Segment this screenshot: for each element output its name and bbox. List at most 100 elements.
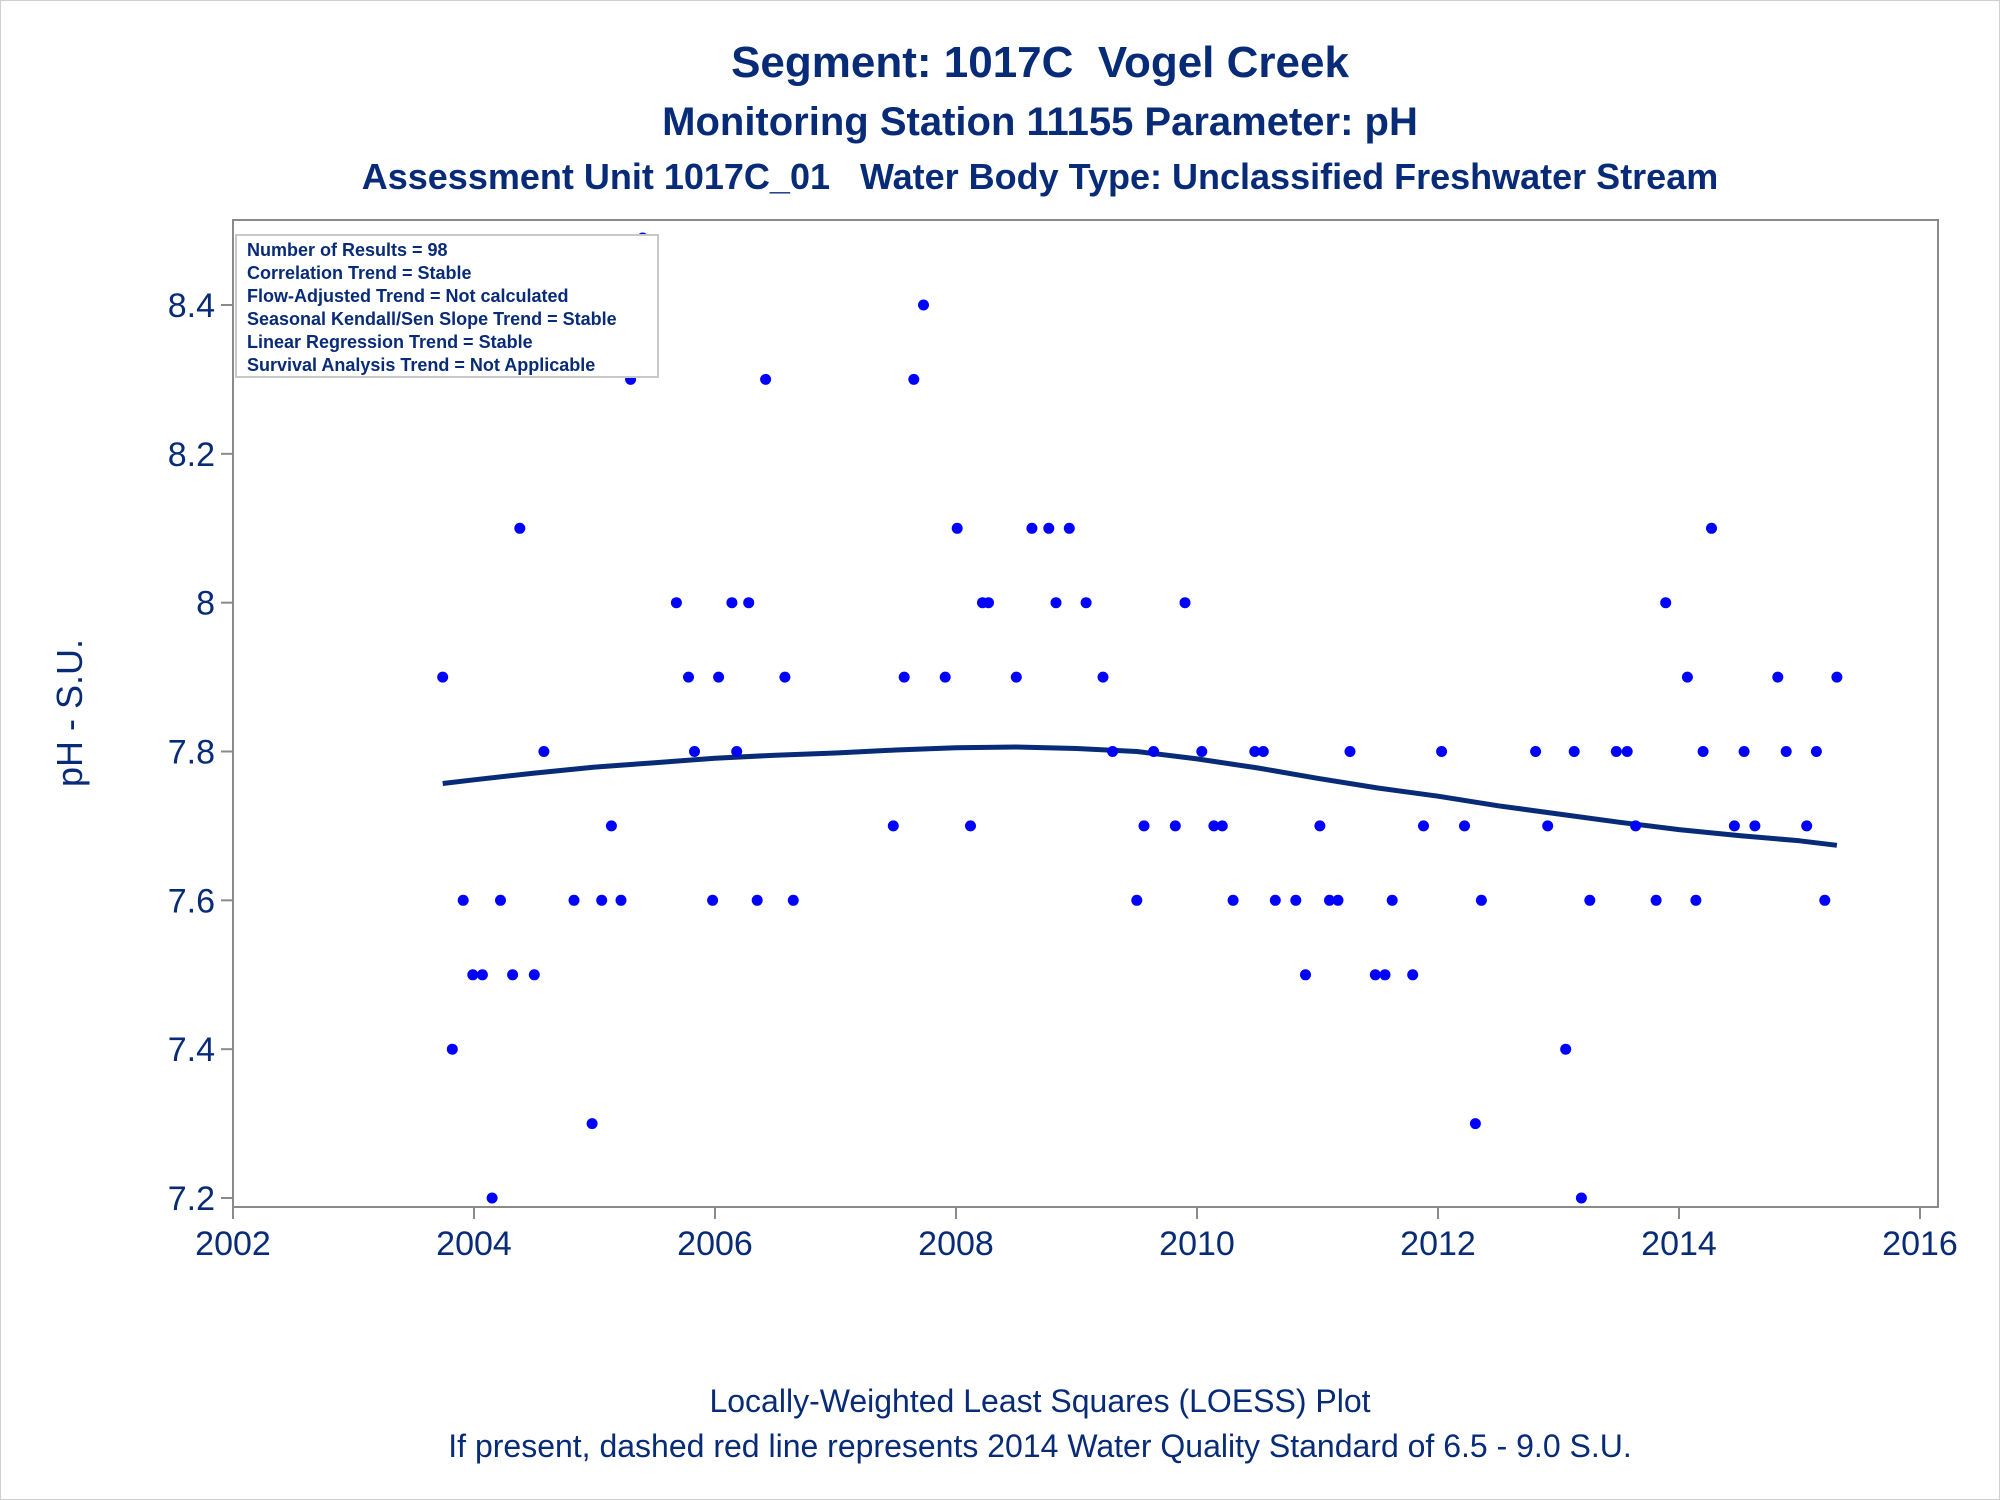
data-point bbox=[918, 299, 929, 311]
data-point bbox=[1314, 820, 1326, 832]
x-tick-label: 2012 bbox=[1400, 1225, 1476, 1263]
data-point bbox=[1418, 820, 1429, 832]
points-layer bbox=[437, 232, 1843, 1204]
data-point bbox=[1148, 746, 1160, 757]
data-point bbox=[1568, 746, 1580, 757]
data-point bbox=[1772, 671, 1784, 683]
y-tick-label: 7.4 bbox=[168, 1031, 215, 1069]
data-point bbox=[1738, 746, 1750, 757]
data-point bbox=[731, 746, 743, 757]
data-point bbox=[1369, 969, 1381, 981]
plot-area bbox=[232, 219, 1939, 1208]
data-point bbox=[1459, 820, 1470, 832]
data-point bbox=[437, 671, 449, 683]
info-box-line: Survival Analysis Trend = Not Applicable bbox=[247, 355, 595, 375]
y-tick-label: 8.2 bbox=[168, 436, 215, 474]
y-axis-label: pH - S.U. bbox=[49, 639, 90, 787]
x-axis: 2002 2004 2006 2008 2010 2012 2014 2016 bbox=[195, 1207, 1958, 1263]
info-box: Number of Results = 98 Correlation Trend … bbox=[235, 234, 659, 378]
data-point bbox=[983, 597, 994, 609]
chart-title: Segment: 1017C Vogel Creek bbox=[731, 38, 1349, 87]
data-point bbox=[1697, 746, 1709, 757]
data-point bbox=[743, 597, 755, 609]
x-tick-label: 2006 bbox=[677, 1225, 753, 1263]
data-point bbox=[1332, 894, 1344, 906]
data-point bbox=[1831, 671, 1843, 683]
data-point bbox=[457, 894, 469, 906]
data-point bbox=[898, 671, 910, 683]
data-point bbox=[1475, 894, 1487, 906]
data-point bbox=[1300, 969, 1311, 981]
footer-line-2: If present, dashed red line represents 2… bbox=[448, 1428, 1632, 1464]
data-point bbox=[787, 894, 799, 906]
data-point bbox=[713, 671, 725, 683]
data-point bbox=[683, 671, 694, 683]
data-point bbox=[514, 522, 526, 534]
data-point bbox=[528, 969, 540, 981]
data-point bbox=[538, 746, 550, 757]
data-point bbox=[1216, 820, 1228, 832]
y-tick-label: 8.4 bbox=[168, 287, 215, 325]
data-point bbox=[568, 894, 580, 906]
info-box-line: Correlation Trend = Stable bbox=[247, 263, 472, 283]
info-box-frame bbox=[235, 234, 659, 378]
data-point bbox=[1436, 746, 1448, 757]
data-point bbox=[751, 894, 763, 906]
data-point bbox=[1249, 746, 1261, 757]
data-point bbox=[1681, 671, 1693, 683]
chart-subtitle-2: Assessment Unit 1017C_01 Water Body Type… bbox=[361, 156, 1719, 197]
data-point bbox=[1138, 820, 1150, 832]
data-point bbox=[1621, 746, 1633, 757]
loess-layer bbox=[442, 744, 1838, 848]
data-point bbox=[726, 597, 738, 609]
data-point bbox=[1344, 746, 1356, 757]
data-point bbox=[1575, 1192, 1587, 1204]
data-point bbox=[939, 671, 951, 683]
data-point bbox=[1026, 522, 1038, 534]
info-box-line: Seasonal Kendall/Sen Slope Trend = Stabl… bbox=[247, 309, 617, 329]
data-point bbox=[1728, 820, 1740, 832]
data-point bbox=[1379, 969, 1391, 981]
data-point bbox=[605, 820, 617, 832]
data-point bbox=[951, 522, 963, 534]
data-point bbox=[615, 894, 627, 906]
loess-line bbox=[442, 744, 1838, 848]
info-box-line: Number of Results = 98 bbox=[247, 240, 448, 260]
data-point bbox=[1208, 820, 1220, 832]
data-point bbox=[1706, 522, 1717, 534]
data-point bbox=[1269, 894, 1281, 906]
data-point bbox=[908, 373, 920, 385]
data-point bbox=[507, 969, 519, 981]
data-point bbox=[495, 894, 506, 906]
data-point bbox=[1801, 820, 1813, 832]
data-point bbox=[1690, 894, 1702, 906]
data-point bbox=[446, 1043, 458, 1055]
x-tick-label: 2016 bbox=[1882, 1225, 1958, 1263]
y-tick-label: 8 bbox=[196, 585, 215, 623]
data-point bbox=[1780, 746, 1792, 757]
data-point bbox=[1169, 820, 1181, 832]
data-point bbox=[476, 969, 488, 981]
data-point bbox=[1660, 597, 1672, 609]
data-point bbox=[1749, 820, 1761, 832]
data-point bbox=[1050, 597, 1062, 609]
data-point bbox=[467, 969, 479, 981]
data-point bbox=[1819, 894, 1831, 906]
x-tick-label: 2004 bbox=[436, 1225, 512, 1263]
data-point bbox=[1196, 746, 1208, 757]
data-point bbox=[586, 1118, 598, 1130]
data-point bbox=[486, 1192, 498, 1204]
data-point bbox=[1227, 894, 1239, 906]
info-box-line: Flow-Adjusted Trend = Not calculated bbox=[247, 286, 569, 306]
data-point bbox=[1610, 746, 1622, 757]
data-point bbox=[779, 671, 791, 683]
y-tick-label: 7.6 bbox=[168, 882, 215, 920]
data-point bbox=[596, 894, 608, 906]
data-point bbox=[1107, 746, 1119, 757]
data-point bbox=[1386, 894, 1398, 906]
x-tick-label: 2008 bbox=[918, 1225, 994, 1263]
y-axis: 7.2 7.4 7.6 7.8 8 8.2 8.4 bbox=[168, 287, 233, 1218]
footer-line-1: Locally-Weighted Least Squares (LOESS) P… bbox=[709, 1383, 1371, 1419]
data-point bbox=[1407, 969, 1419, 981]
